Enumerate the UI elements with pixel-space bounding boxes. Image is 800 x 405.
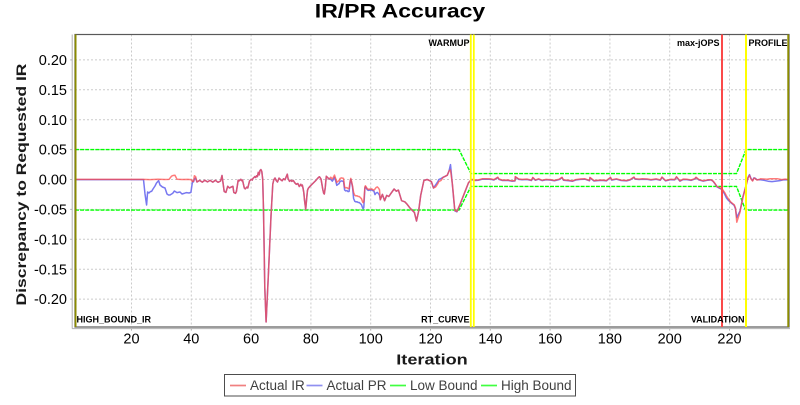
svg-text:140: 140 xyxy=(478,332,502,348)
svg-text:40: 40 xyxy=(183,332,199,348)
svg-text:80: 80 xyxy=(303,332,319,348)
svg-text:max-jOPS: max-jOPS xyxy=(677,38,720,48)
svg-text:Actual PR: Actual PR xyxy=(327,378,387,393)
svg-text:IR/PR Accuracy: IR/PR Accuracy xyxy=(315,0,486,22)
svg-text:160: 160 xyxy=(538,332,562,348)
svg-text:-0.10: -0.10 xyxy=(34,232,67,248)
svg-text:-0.15: -0.15 xyxy=(34,262,67,278)
svg-text:20: 20 xyxy=(123,332,139,348)
svg-text:0.05: 0.05 xyxy=(39,143,67,159)
svg-text:Discrepancy to Requested IR: Discrepancy to Requested IR xyxy=(15,63,30,305)
svg-text:High Bound: High Bound xyxy=(501,378,572,393)
svg-text:200: 200 xyxy=(658,332,682,348)
svg-text:RT_CURVE: RT_CURVE xyxy=(421,315,469,325)
svg-text:WARMUP: WARMUP xyxy=(429,38,470,48)
svg-text:120: 120 xyxy=(418,332,442,348)
svg-text:PROFILE: PROFILE xyxy=(749,38,788,48)
svg-text:0.15: 0.15 xyxy=(39,83,67,99)
svg-text:Low Bound: Low Bound xyxy=(410,378,478,393)
svg-text:VALIDATION: VALIDATION xyxy=(691,315,745,325)
svg-text:-0.05: -0.05 xyxy=(34,203,67,219)
svg-text:0.00: 0.00 xyxy=(39,173,67,189)
svg-text:100: 100 xyxy=(359,332,383,348)
svg-text:Iteration: Iteration xyxy=(396,352,467,368)
svg-text:220: 220 xyxy=(717,332,741,348)
svg-text:-0.20: -0.20 xyxy=(34,292,67,308)
svg-text:180: 180 xyxy=(598,332,622,348)
svg-text:0.10: 0.10 xyxy=(39,113,67,129)
svg-text:0.20: 0.20 xyxy=(39,53,67,69)
svg-text:Actual IR: Actual IR xyxy=(250,378,305,393)
svg-text:HIGH_BOUND_IR: HIGH_BOUND_IR xyxy=(77,315,152,325)
svg-text:60: 60 xyxy=(243,332,259,348)
